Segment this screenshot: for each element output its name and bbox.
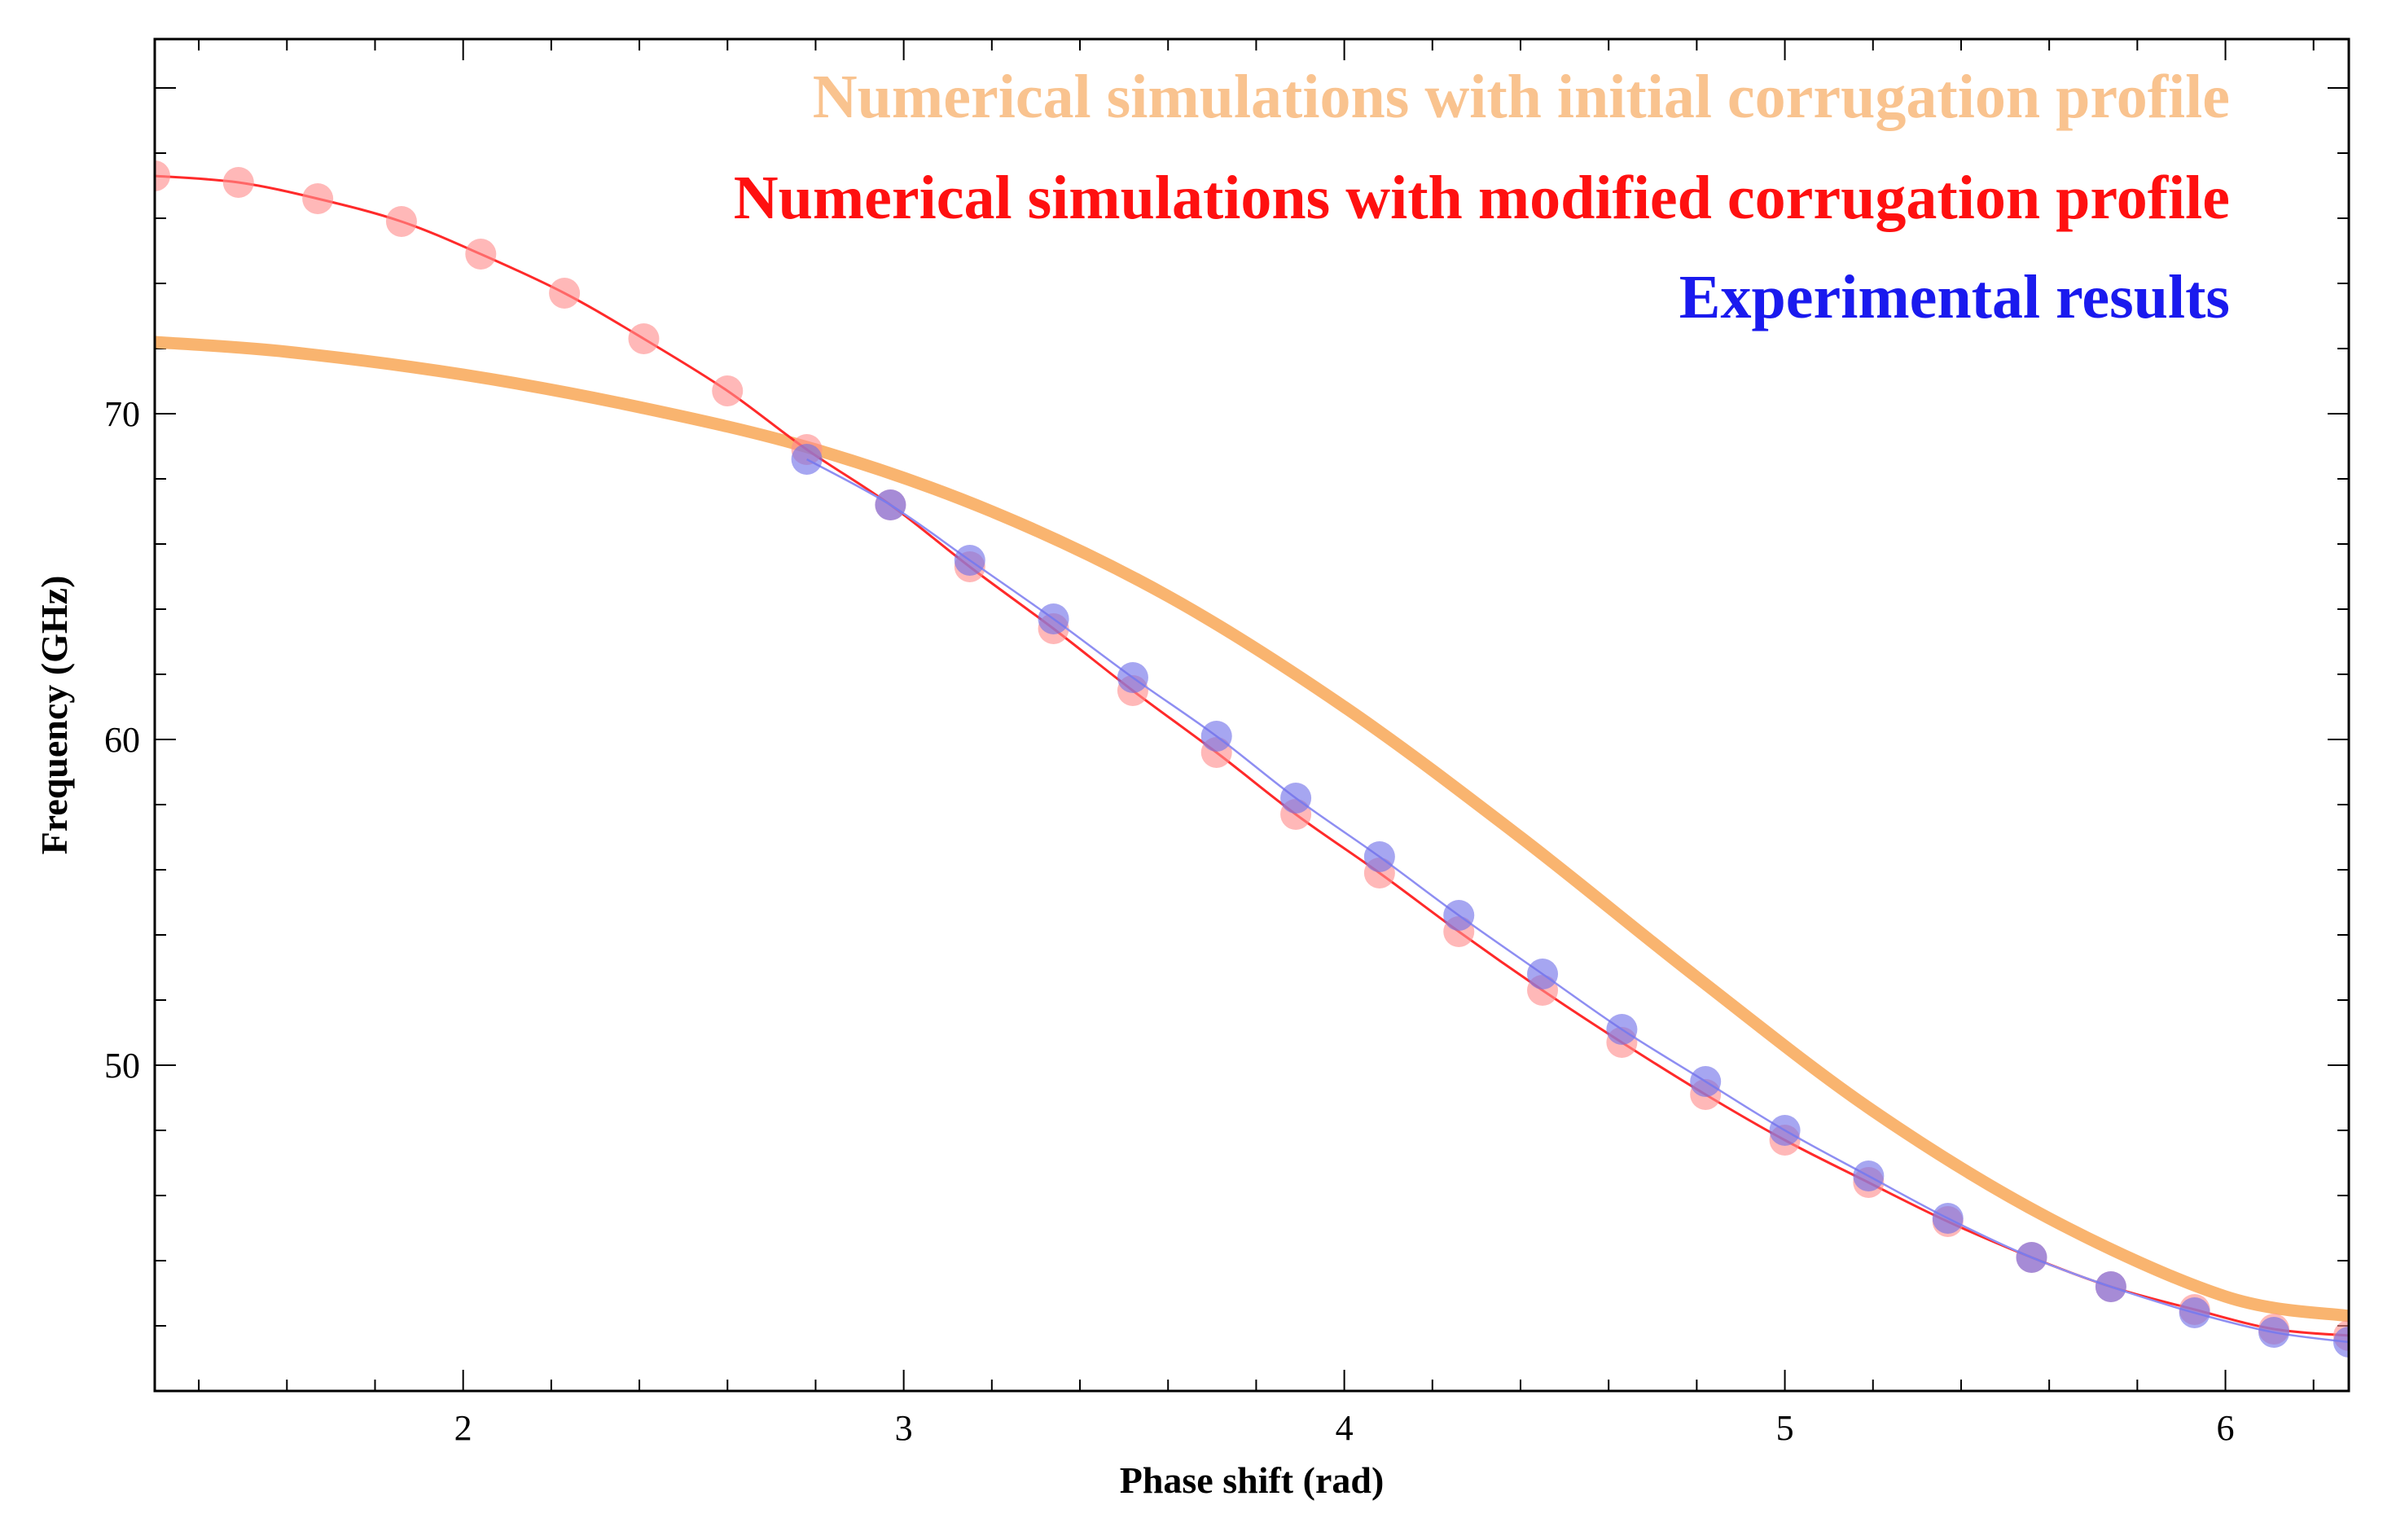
series-experimental-point <box>1200 721 1232 752</box>
series-experimental-point <box>1363 841 1395 872</box>
series-experimental-point <box>1527 959 1559 989</box>
y-axis-title: Frequency (GHz) <box>33 576 75 855</box>
series-modified-profile-point <box>385 206 417 237</box>
x-tick-label: 3 <box>895 1408 913 1448</box>
series-experimental-point <box>2258 1317 2290 1348</box>
series-experimental-point <box>1443 900 1475 931</box>
y-tick-label: 70 <box>104 394 140 434</box>
y-tick-label: 50 <box>104 1046 140 1086</box>
series-modified-profile-point <box>712 375 744 406</box>
series-experimental-point <box>2179 1297 2210 1328</box>
y-tick-label: 60 <box>104 720 140 760</box>
legend: Numerical simulations with initial corru… <box>734 63 2230 331</box>
series-experimental-point <box>1769 1115 1801 1146</box>
series-initial-profile <box>155 336 2349 1323</box>
x-tick-label: 5 <box>1776 1408 1794 1448</box>
tick-labels: 2 3 4 5 6 50 60 70 <box>104 394 2235 1448</box>
series-experimental-point <box>1690 1066 1722 1097</box>
plot-frame <box>153 37 2350 1393</box>
series-modified-profile-point <box>465 239 497 270</box>
series-experimental <box>791 444 2349 1358</box>
series-modified-profile-point <box>549 278 581 309</box>
series-modified-profile-point <box>222 167 254 198</box>
series-experimental-point <box>1038 603 1069 634</box>
series-modified-profile-line <box>155 174 2349 1337</box>
series-experimental-point <box>875 489 906 520</box>
series-experimental-line <box>806 458 2349 1344</box>
x-tick-label: 2 <box>454 1408 472 1448</box>
series-experimental-point <box>2016 1242 2047 1273</box>
series-experimental-point <box>1280 783 1312 814</box>
x-tick-label: 4 <box>1336 1408 1354 1448</box>
series-modified-profile-point <box>302 183 334 214</box>
series-initial-profile-line <box>155 336 2349 1323</box>
legend-entry-modified-profile: Numerical simulations with modified corr… <box>734 164 2230 232</box>
series-modified-profile <box>155 160 2349 1351</box>
legend-entry-initial-profile: Numerical simulations with initial corru… <box>813 63 2230 131</box>
series-experimental-point <box>954 545 985 576</box>
series-experimental-point <box>2333 1327 2349 1358</box>
x-axis-title: Phase shift (rad) <box>1120 1459 1385 1501</box>
legend-entry-experimental-results: Experimental results <box>1679 263 2230 331</box>
tick-marks <box>155 39 2349 1391</box>
x-tick-label: 6 <box>2217 1408 2235 1448</box>
series-experimental-point <box>1932 1203 1964 1234</box>
data-series <box>155 160 2349 1358</box>
series-modified-profile-point <box>155 160 170 191</box>
series-modified-profile-point <box>628 323 660 354</box>
series-experimental-point <box>1853 1160 1885 1191</box>
series-experimental-point <box>2095 1271 2126 1302</box>
series-experimental-point <box>1117 662 1148 693</box>
series-experimental-point <box>791 444 823 475</box>
series-experimental-point <box>1606 1014 1638 1045</box>
